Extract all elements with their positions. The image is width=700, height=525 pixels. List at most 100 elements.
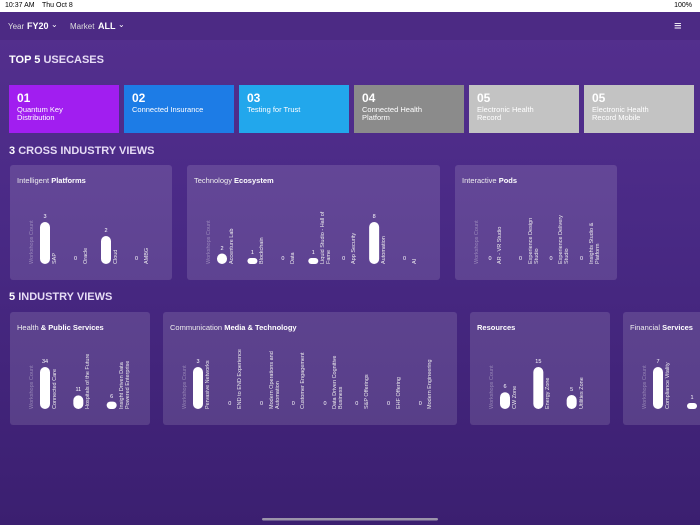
y-axis-label: Workshops Count — [29, 365, 35, 409]
title-bold: Resources — [477, 323, 516, 332]
bar-label: Experience Design Studio — [527, 217, 540, 264]
panel — [623, 312, 700, 425]
count-label: 0 — [323, 401, 327, 407]
count-label: 2 — [220, 245, 224, 252]
bar-label: Connected Care — [52, 368, 58, 409]
bar-label: Blockchain — [259, 237, 266, 264]
count-label: 0 — [418, 401, 422, 407]
card-number: 05 — [477, 91, 491, 105]
count-label: 11 — [75, 387, 82, 394]
bar-label: Accenture Lab — [229, 228, 235, 264]
count-label: 0 — [134, 256, 139, 262]
count-label: 0 — [579, 256, 584, 262]
count-label: 1 — [311, 250, 315, 256]
bar — [106, 401, 117, 409]
section-heading: 5 INDUSTRY VIEWS — [9, 291, 112, 303]
title-light: Intelligent — [17, 176, 50, 185]
title-bold: Ecosystem — [234, 176, 274, 185]
bar — [40, 367, 50, 409]
bar — [308, 258, 319, 264]
heading-number: 3 — [9, 145, 16, 157]
chevron[interactable]: ⌄ — [51, 20, 58, 29]
bar-label: Data Driven Cognitive Business — [332, 355, 344, 410]
battery: 100% — [674, 2, 692, 9]
count-label: 5 — [570, 387, 574, 393]
bar — [369, 222, 380, 264]
count-label: 15 — [535, 359, 542, 365]
panel-title: Interactive Pods — [462, 176, 517, 185]
panel — [163, 312, 457, 425]
card-title: Electronic Health Record Mobile — [592, 105, 649, 122]
title-bold: Services — [662, 323, 693, 332]
bar — [40, 222, 50, 264]
heading-text: USECASES — [43, 54, 104, 66]
chevron[interactable]: ⌄ — [118, 20, 125, 29]
card-title: Quantum Key Distribution — [17, 105, 63, 122]
bar-label: Data — [289, 252, 296, 264]
bar-label: Automation — [381, 236, 388, 264]
bar — [500, 392, 510, 409]
count-label: 0 — [488, 256, 492, 262]
title-bold: Media & Technology — [224, 323, 297, 332]
count-label: 6 — [503, 384, 507, 391]
y-axis-label: Workshops Count — [642, 365, 648, 409]
bar-label: Cloud — [113, 249, 119, 264]
bar-label: Customer Engagement — [300, 352, 307, 409]
count-label: 0 — [386, 401, 391, 407]
bar-label: CW Zone — [512, 385, 518, 409]
count-label: 8 — [372, 214, 376, 220]
menu-button[interactable]: ≡ — [674, 18, 682, 33]
bar-label: END to END Experience — [236, 349, 243, 409]
title-light: Technology — [194, 176, 232, 185]
y-axis-label: Workshops Count — [489, 365, 495, 409]
card-number: 02 — [132, 91, 146, 105]
count-label: 0 — [403, 256, 407, 262]
section-heading: TOP 5 USECASES — [9, 54, 104, 66]
panel-title: Technology Ecosystem — [194, 176, 274, 185]
y-axis-label: Workshops Count — [182, 365, 188, 409]
y-axis-label: Workshops Count — [29, 220, 35, 264]
market-filter[interactable]: ALL — [98, 21, 116, 31]
year-filter[interactable]: FY20 — [27, 21, 49, 31]
count-label: 7 — [656, 359, 660, 365]
count-label: 0 — [291, 401, 295, 407]
bar-label: Experience Delivery Studio — [558, 215, 570, 264]
usecase-card[interactable]: 05 Electronic Health Record — [469, 85, 579, 133]
count-label: 34 — [41, 359, 49, 365]
panel — [10, 165, 172, 280]
bar-label: Modern Operations and Automation — [268, 351, 281, 409]
panel — [455, 165, 617, 280]
bar-label: Liquid Studio - Hall of Fame — [320, 211, 333, 264]
app-bar: Year FY20 ⌄ Market ALL ⌄ ≡ — [0, 12, 700, 40]
bar-label: Insights Studio & Platform — [588, 222, 601, 264]
bar-label: AI — [411, 258, 418, 264]
market-label: Market — [70, 22, 95, 31]
count-label: 1 — [250, 250, 254, 256]
heading-text: INDUSTRY VIEWS — [18, 291, 113, 303]
card-number: 04 — [362, 91, 376, 105]
usecase-card[interactable]: 04 Connected Health Platform — [354, 85, 464, 133]
bar — [247, 258, 258, 264]
card-number: 05 — [592, 91, 606, 105]
card-title: Connected Insurance — [132, 105, 204, 114]
panel — [187, 165, 440, 280]
panel-title: Financial Services — [630, 323, 693, 332]
card-title: Testing for Trust — [247, 105, 301, 114]
bar — [566, 395, 577, 409]
title-bold: Pods — [498, 176, 518, 185]
count-label: 0 — [259, 401, 264, 407]
panel — [470, 312, 610, 425]
panel-title: Intelligent Platforms — [17, 176, 86, 185]
bar-label: Compliance Vitality — [665, 362, 671, 409]
usecase-card[interactable]: 05 Electronic Health Record Mobile — [584, 85, 694, 133]
count-label: 3 — [196, 359, 200, 365]
heading-number: TOP 5 — [9, 54, 41, 66]
usecase-card[interactable]: 01 Quantum Key Distribution — [9, 85, 119, 133]
bar-label: S&P Offerings — [363, 374, 370, 409]
usecase-card[interactable]: 03 Testing for Trust — [239, 85, 349, 133]
bar-label: Hospitals of the Future — [85, 353, 92, 409]
count-label: 0 — [228, 401, 232, 407]
usecase-card[interactable]: 02 Connected Insurance — [124, 85, 234, 133]
card-title: Connected Health Platform — [362, 105, 423, 122]
